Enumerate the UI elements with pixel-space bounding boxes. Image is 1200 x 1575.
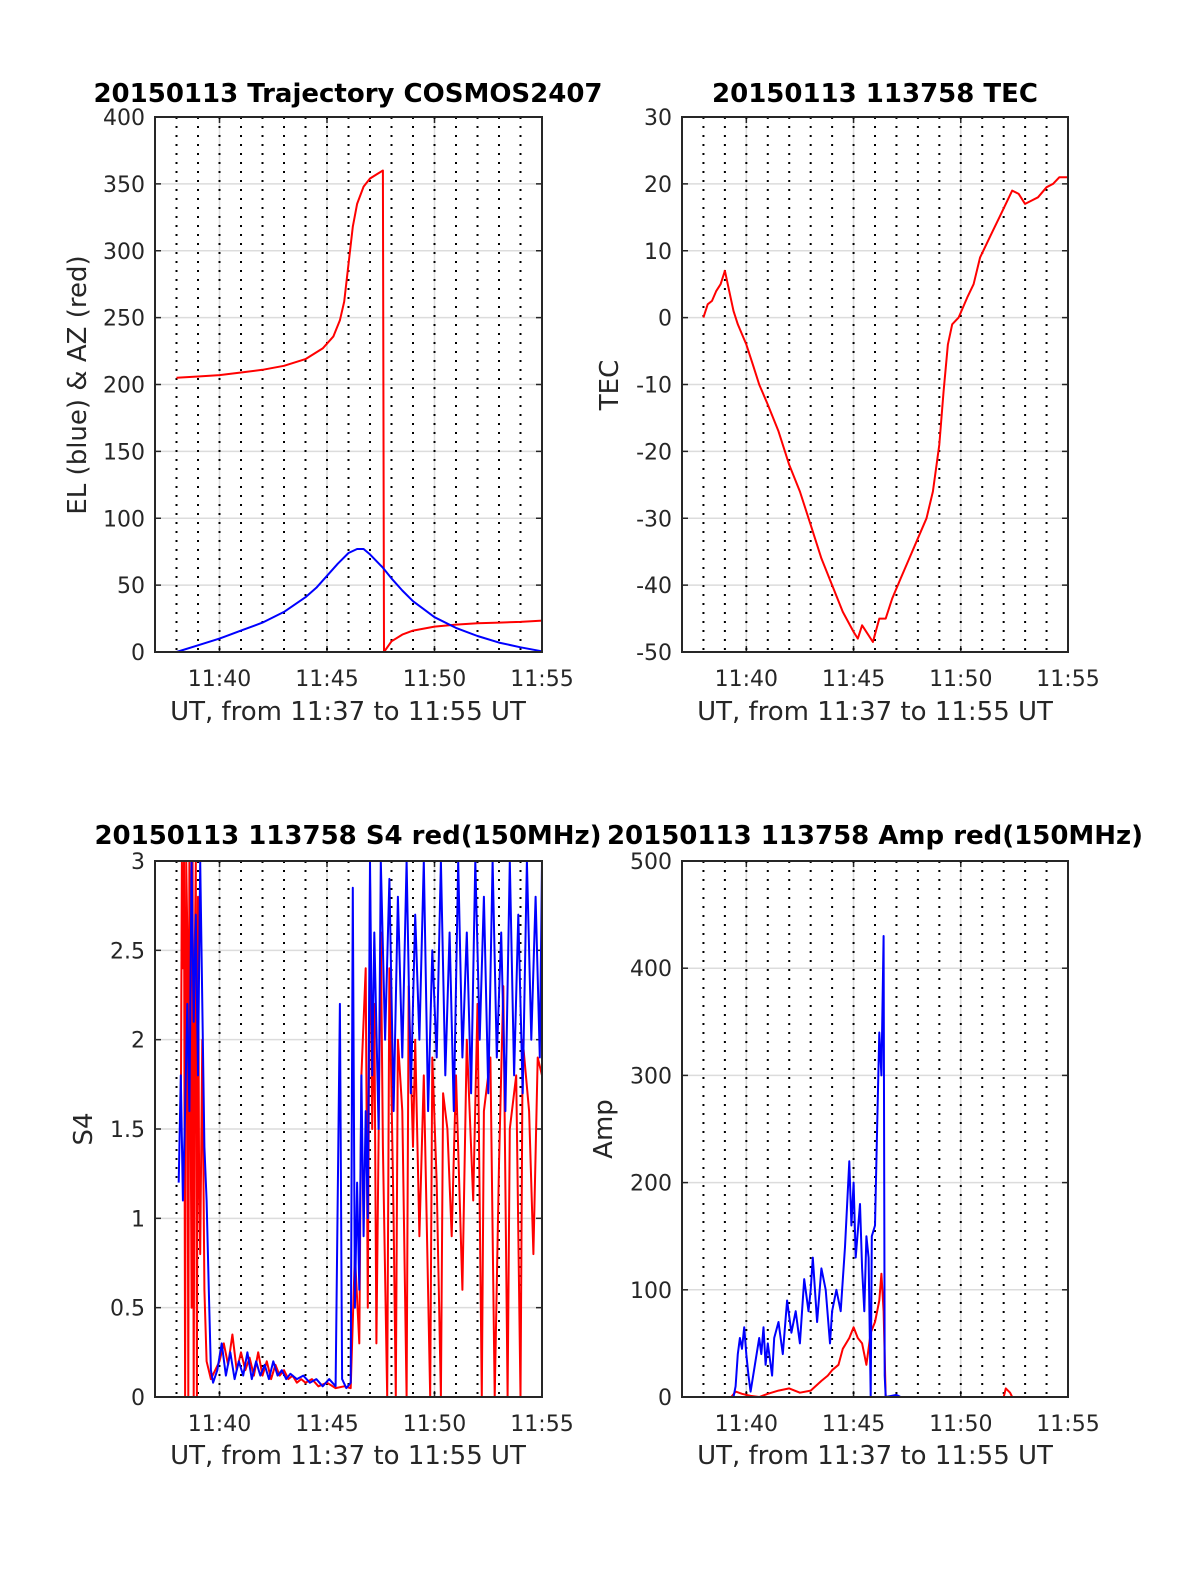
x-tick-label: 11:50: [403, 1412, 466, 1437]
x-tick-label: 11:55: [1036, 667, 1099, 692]
y-tick-label: 1: [131, 1207, 145, 1232]
x-tick-label: 11:40: [188, 667, 251, 692]
y-tick-label: 300: [103, 240, 145, 265]
y-tick-label: 0: [131, 1386, 145, 1411]
chart-title: 20150113 Trajectory COSMOS2407: [93, 79, 602, 109]
y-tick-label: 30: [644, 106, 672, 131]
x-tick-label: 11:45: [822, 1412, 885, 1437]
y-tick-label: 2.5: [110, 939, 145, 964]
x-tick-label: 11:55: [510, 1412, 573, 1437]
y-tick-label: 400: [630, 957, 672, 982]
y-tick-label: 150: [103, 440, 145, 465]
y-axis-label: S4: [69, 1112, 99, 1145]
x-tick-label: 11:40: [188, 1412, 251, 1437]
y-tick-label: 10: [644, 240, 672, 265]
axes-box: [681, 116, 1069, 653]
chart-title: 20150113 113758 TEC: [712, 79, 1038, 109]
x-axis-label: UT, from 11:37 to 11:55 UT: [697, 1441, 1053, 1471]
series-line-az: [176, 169, 543, 653]
y-axis-label: TEC: [595, 360, 625, 411]
y-tick-label: -50: [636, 641, 672, 666]
y-axis-label: EL (blue) & AZ (red): [63, 255, 93, 514]
x-axis-label: UT, from 11:37 to 11:55 UT: [170, 697, 526, 727]
y-tick-label: 250: [103, 307, 145, 332]
y-tick-label: 3: [131, 850, 145, 875]
x-tick-label: 11:45: [822, 667, 885, 692]
chart-title: 20150113 113758 S4 red(150MHz): [94, 821, 601, 851]
x-axis-label: UT, from 11:37 to 11:55 UT: [170, 1441, 526, 1471]
y-tick-label: 400: [103, 106, 145, 131]
y-tick-label: 50: [117, 574, 145, 599]
x-tick-label: 11:50: [929, 1412, 992, 1437]
x-tick-label: 11:45: [295, 667, 358, 692]
series-line-red: [179, 860, 543, 1398]
axes-box: [154, 116, 543, 653]
panel-s4: UT, from 11:37 to 11:55 UT S4 0 0.5 1 1.5 2 2…: [69, 821, 602, 1471]
y-tick-label: 2: [131, 1029, 145, 1054]
y-tick-label: -20: [636, 440, 672, 465]
y-tick-label: 200: [103, 374, 145, 399]
x-tick-label: 11:55: [1036, 1412, 1099, 1437]
y-tick-label: 0.5: [110, 1297, 145, 1322]
x-tick-label: 11:55: [510, 667, 573, 692]
series-line-blue: [703, 935, 1068, 1398]
series-line-tec: [702, 176, 1068, 643]
axes-box: [681, 860, 1069, 1398]
x-tick-label: 11:45: [295, 1412, 358, 1437]
y-tick-label: -40: [636, 574, 672, 599]
x-tick-label: 11:50: [929, 667, 992, 692]
y-tick-label: 100: [630, 1279, 672, 1304]
y-tick-label: 0: [131, 641, 145, 666]
y-tick-label: 0: [658, 307, 672, 332]
y-axis-label: Amp: [589, 1099, 619, 1159]
x-tick-label: 11:40: [715, 1412, 778, 1437]
y-tick-label: 200: [630, 1172, 672, 1197]
y-tick-label: 20: [644, 173, 672, 198]
panel-trajectory: UT, from 11:37 to 11:55 UT EL (blue) & A…: [63, 79, 603, 727]
x-tick-label: 11:50: [403, 667, 466, 692]
y-tick-label: -30: [636, 507, 672, 532]
y-tick-label: 0: [658, 1386, 672, 1411]
x-axis-label: UT, from 11:37 to 11:55 UT: [697, 697, 1053, 727]
y-tick-label: 350: [103, 173, 145, 198]
x-tick-label: 11:40: [715, 667, 778, 692]
panel-amp: UT, from 11:37 to 11:55 UT Amp 0 100 200 30…: [589, 821, 1143, 1471]
series-line-el: [176, 548, 543, 653]
y-tick-label: 300: [630, 1064, 672, 1089]
axes-box: [154, 860, 543, 1398]
panel-tec: UT, from 11:37 to 11:55 UT TEC -50 -40 -30…: [595, 79, 1100, 727]
y-tick-label: 1.5: [110, 1118, 145, 1143]
y-tick-label: 100: [103, 507, 145, 532]
y-tick-label: -10: [636, 374, 672, 399]
y-tick-label: 500: [630, 850, 672, 875]
chart-title: 20150113 113758 Amp red(150MHz): [607, 821, 1143, 851]
